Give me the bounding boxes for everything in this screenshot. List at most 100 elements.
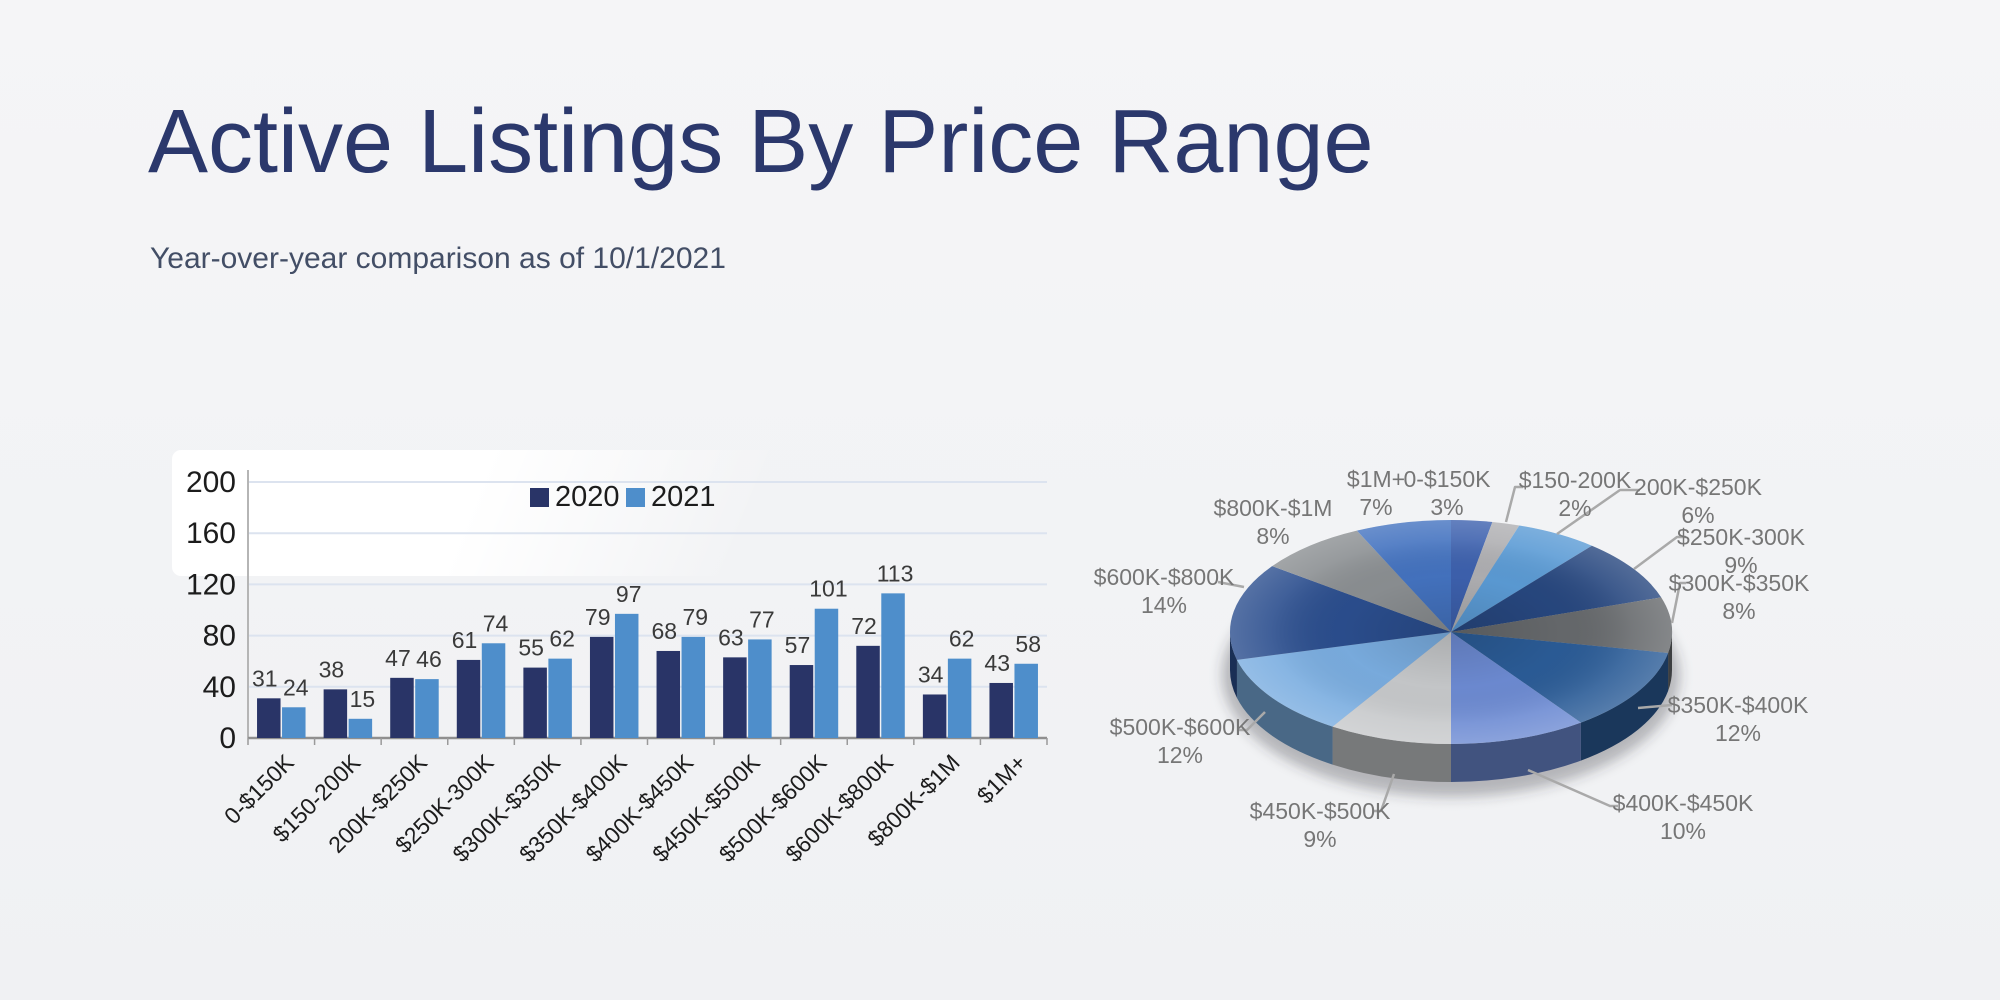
pie-label-name-7: $450K-$500K <box>1250 798 1391 824</box>
bar-value-label: 79 <box>682 604 708 630</box>
y-axis-tick-label: 160 <box>186 517 236 550</box>
bar-2020-0 <box>257 698 281 738</box>
pie-leader-1 <box>1504 485 1523 523</box>
pie-label-value-0: 3% <box>1430 494 1463 520</box>
pie-leader-8 <box>1237 711 1266 732</box>
bar-2021-6 <box>681 636 706 738</box>
bar-value-label: 24 <box>283 674 309 700</box>
bar-value-label: 47 <box>385 645 411 671</box>
page-title: Active Listings By Price Range <box>148 92 1374 192</box>
bar-value-label: 46 <box>416 646 442 672</box>
bar-2021-10 <box>947 658 972 738</box>
bar-2020-7 <box>723 657 747 738</box>
bar-value-label: 15 <box>350 686 376 712</box>
pie-label-name-6: $400K-$450K <box>1613 790 1754 816</box>
pie-label-value-1: 2% <box>1558 495 1591 521</box>
pie-leader-5 <box>1637 703 1673 710</box>
bar-chart: 0 40 80 120 160 200 31 24 0-$150K 38 15 $150-200K 47… <box>150 430 1100 890</box>
bar-2020-2 <box>390 677 414 738</box>
bar-2020-5 <box>589 636 614 738</box>
bar-value-label: 55 <box>518 635 544 661</box>
pie-label-value-9: 14% <box>1141 592 1187 618</box>
y-axis-tick-label: 40 <box>203 671 236 704</box>
pie-leader-3 <box>1633 535 1686 571</box>
pie-leader-2 <box>1556 488 1640 536</box>
pie-leader-7 <box>1373 773 1396 813</box>
bar-value-label: 68 <box>651 618 677 644</box>
bar-2020-11 <box>989 682 1013 738</box>
bar-2021-1 <box>348 718 373 738</box>
chart-background-panel <box>172 450 882 576</box>
pie-label-value-2: 6% <box>1681 502 1714 528</box>
x-axis-category-label: $1M+ <box>972 749 1032 809</box>
legend-label-2021: 2021 <box>651 481 716 513</box>
pie-label-name-1: $150-200K <box>1519 467 1632 493</box>
pie-label-name-5: $350K-$400K <box>1668 692 1809 718</box>
bar-2020-8 <box>789 665 814 738</box>
y-axis-tick-label: 80 <box>203 620 236 653</box>
bar-2021-9 <box>881 593 905 738</box>
bar-2021-5 <box>614 613 639 738</box>
y-axis-tick-label: 120 <box>186 568 236 601</box>
bar-value-label: 62 <box>949 626 975 652</box>
pie-label-value-7: 9% <box>1303 826 1336 852</box>
y-axis-tick-label: 200 <box>186 466 236 499</box>
axes <box>247 470 1048 745</box>
bar-value-label: 72 <box>851 613 877 639</box>
bar-value-label: 97 <box>616 581 642 607</box>
bar-value-label: 63 <box>718 624 744 650</box>
pie-label-value-6: 10% <box>1660 818 1706 844</box>
pie-label-value-3: 9% <box>1724 552 1757 578</box>
bar-2020-1 <box>323 689 348 738</box>
pie-label-name-4: $300K-$350K <box>1669 570 1810 596</box>
pie-label-value-5: 12% <box>1715 720 1761 746</box>
y-axis-tick-label: 0 <box>219 722 236 755</box>
pie-label-value-11: 7% <box>1359 494 1392 520</box>
pie-label-name-11: $1M+ <box>1347 466 1405 492</box>
bar-value-label: 34 <box>918 661 944 687</box>
bar-value-label: 74 <box>483 610 509 636</box>
pie-leader-4 <box>1670 581 1686 624</box>
pie-label-name-8: $500K-$600K <box>1110 714 1251 740</box>
gridlines <box>248 481 1047 688</box>
bar-value-label: 61 <box>452 627 478 653</box>
bar-2021-3 <box>481 643 506 738</box>
pie-label-name-2: 200K-$250K <box>1634 474 1763 500</box>
pie-chart: 0-$150K 3% $150-200K 2% 200K-$250K 6% $250K-30… <box>1060 430 1900 910</box>
bar-value-label: 58 <box>1015 631 1041 657</box>
bar-value-label: 62 <box>549 626 575 652</box>
legend-swatch-2020 <box>530 488 549 507</box>
bar-2021-0 <box>282 707 306 738</box>
pie-leader-6 <box>1527 768 1618 808</box>
bar-2020-10 <box>922 694 947 738</box>
bar-value-label: 38 <box>319 656 345 682</box>
bar-2021-8 <box>814 608 839 738</box>
pie-label-value-10: 8% <box>1256 523 1289 549</box>
bar-value-label: 113 <box>877 560 914 586</box>
bar-value-label: 57 <box>785 632 811 658</box>
pie-label-value-4: 8% <box>1722 598 1755 624</box>
bar-value-label: 31 <box>252 665 278 691</box>
bar-2020-4 <box>523 667 547 738</box>
pie-leader-lines <box>1217 485 1686 813</box>
bar-2020-6 <box>656 650 681 738</box>
legend-swatch-2021 <box>626 488 645 507</box>
pie-label-value-8: 12% <box>1157 742 1203 768</box>
bar-value-label: 101 <box>809 576 847 602</box>
bar-value-label: 79 <box>585 604 611 630</box>
bar-2021-11 <box>1014 663 1038 738</box>
pie-label-name-3: $250K-300K <box>1677 524 1806 550</box>
pie-leader-9 <box>1217 580 1245 589</box>
pie-slices <box>1230 520 1672 744</box>
bar-value-label: 77 <box>749 606 775 632</box>
bar-2021-2 <box>415 679 439 738</box>
bars <box>257 593 1038 738</box>
bar-2020-3 <box>456 659 481 738</box>
pie-label-name-10: $800K-$1M <box>1214 495 1333 521</box>
page-subtitle: Year-over-year comparison as of 10/1/202… <box>150 242 726 275</box>
